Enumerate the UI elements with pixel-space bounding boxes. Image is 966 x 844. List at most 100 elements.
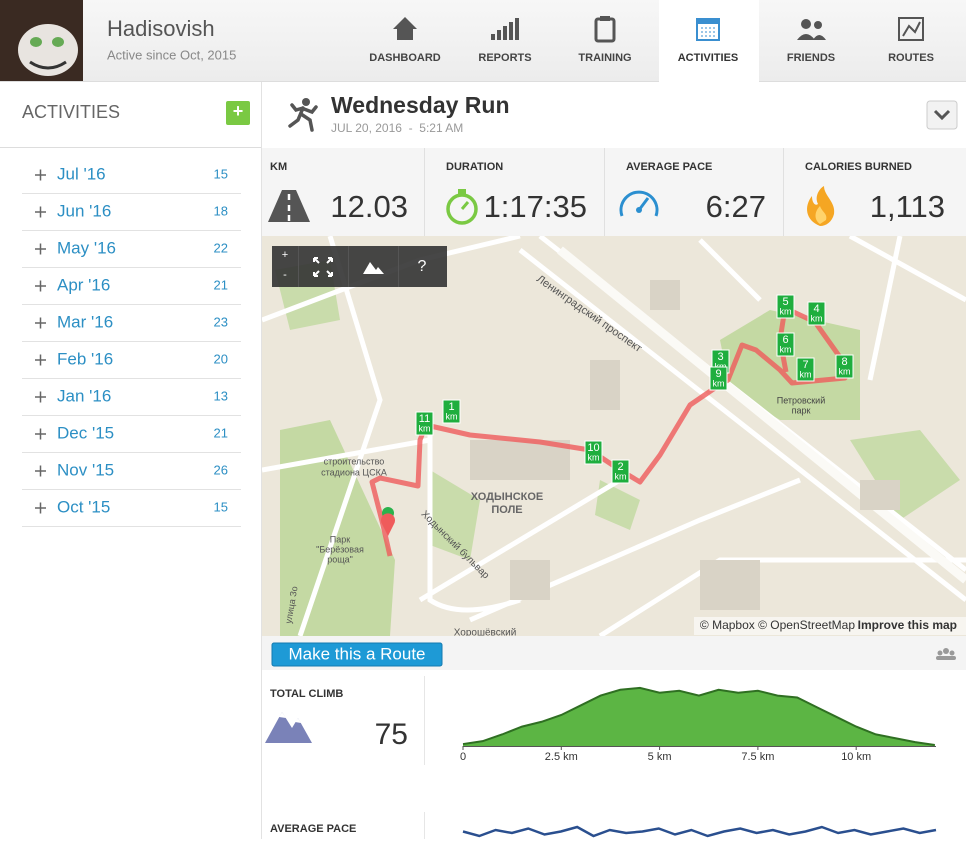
nav-icon[interactable] [393,17,417,40]
nav-icon[interactable] [696,18,720,41]
expand-icon[interactable] [35,502,46,514]
people-icon [936,648,956,660]
expand-icon[interactable] [35,354,46,366]
fullscreen[interactable] [313,257,333,277]
km-marker-unit: km [446,411,458,421]
expand-icon[interactable] [35,169,46,181]
terrain[interactable] [363,262,384,274]
zoom-in[interactable]: + [282,249,288,261]
stat-value: 6:27 [706,189,766,224]
map-label: Петровский [777,395,825,405]
stat-icon [807,186,835,226]
nav-icon[interactable] [491,18,519,40]
dropdown-button[interactable] [926,100,958,130]
expand-icon[interactable] [35,428,46,440]
nav-label[interactable]: ACTIVITIES [678,52,739,64]
stat-label: DURATION [446,161,503,173]
climb-label: TOTAL CLIMB [270,688,343,700]
month-label[interactable]: Feb '16 [57,349,113,368]
km-marker-number: 3 [717,351,723,363]
km-marker [776,294,795,319]
month-label[interactable]: Nov '15 [57,460,114,479]
expand-icon[interactable] [35,206,46,218]
nav-label[interactable]: FRIENDS [787,52,835,64]
expand-icon[interactable] [35,465,46,477]
expand-icon[interactable] [35,280,46,292]
map-label: Парк [330,534,350,544]
expand-icon[interactable] [35,317,46,329]
month-label[interactable]: Jun '16 [57,201,111,220]
stat-icon [446,189,478,225]
attribution[interactable]: © Mapbox © OpenStreetMap [700,618,855,632]
km-marker-number: 4 [813,303,819,315]
km-marker-number: 7 [802,359,808,371]
km-marker-unit: km [839,366,851,376]
user-since: Active since Oct, 2015 [107,47,236,62]
improve-map[interactable]: Improve this map [858,618,957,632]
km-marker-unit: km [811,313,823,323]
month-count: 21 [214,425,228,440]
map-label: Хорошёвский [454,628,517,639]
month-label[interactable]: Dec '15 [57,423,114,442]
route-button-label[interactable]: Make this a Route [288,644,425,663]
expand-icon[interactable] [35,243,46,255]
nav-icon[interactable] [797,19,826,40]
month-label[interactable]: Jan '16 [57,386,111,405]
stat-icon [619,190,659,217]
nav-label[interactable]: ROUTES [888,52,934,64]
km-marker [709,366,728,391]
month-count: 20 [214,351,228,366]
km-marker-unit: km [588,452,600,462]
km-marker-number: 10 [587,442,599,454]
km-marker-number: 1 [448,401,454,413]
km-marker-number: 2 [617,461,623,473]
sidebar [0,82,261,839]
month-count: 15 [214,166,228,181]
header [0,0,966,81]
nav-label[interactable]: TRAINING [578,52,631,64]
month-count: 13 [214,388,228,403]
month-label[interactable]: Oct '15 [57,497,110,516]
stats-bar [262,148,966,236]
nav-label[interactable]: DASHBOARD [369,52,441,64]
route-button[interactable] [271,642,443,667]
expand-icon[interactable] [35,391,46,403]
mountain-icon [265,712,312,743]
nav-icon[interactable] [594,16,616,43]
sidebar-title: ACTIVITIES [22,102,120,122]
month-label[interactable]: May '16 [57,238,116,257]
pace-label: AVERAGE PACE [270,823,356,835]
activity-title: Wednesday Run [331,92,510,118]
km-marker [835,354,854,379]
km-marker [611,459,630,484]
km-marker-number: 5 [782,296,788,308]
x-tick-label: 2.5 km [545,751,578,763]
month-label[interactable]: Mar '16 [57,312,113,331]
activity-date: JUL 20, 2016 - 5:21 AM [331,121,463,135]
map-label: стадиона ЦСКА [321,467,387,477]
map-label: роща" [327,554,353,564]
month-label[interactable]: Apr '16 [57,275,110,294]
elevation-line [462,686,935,747]
map-label: ХОДЫНСКОЕ [471,491,544,503]
km-marker [584,440,603,465]
map-label: парк [792,405,811,415]
stat-label: KM [270,161,287,173]
km-marker-unit: km [780,306,792,316]
km-marker-unit: km [715,361,727,371]
km-marker-number: 8 [841,356,847,368]
month-label[interactable]: Jul '16 [57,164,106,183]
add-button[interactable] [226,101,250,125]
map-controls [272,246,447,287]
nav-label[interactable]: REPORTS [478,52,531,64]
km-marker [796,357,815,382]
km-marker-unit: km [615,471,627,481]
climb-value: 75 [375,718,408,751]
zoom-out[interactable]: - [283,269,287,281]
activity-head [288,98,318,132]
add-icon[interactable]: + [233,101,244,121]
help[interactable]: ? [418,258,427,275]
nav-icon[interactable] [898,17,924,41]
